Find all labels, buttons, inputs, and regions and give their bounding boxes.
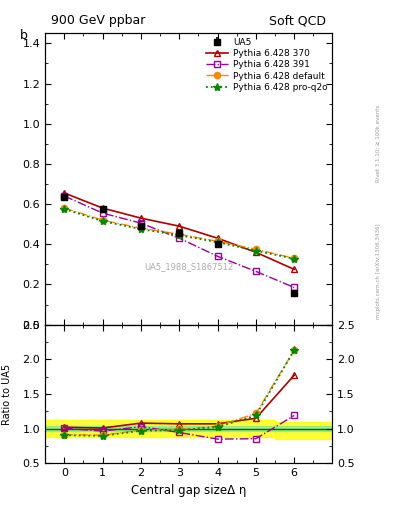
Pythia 6.428 pro-q2o — [253, 248, 258, 254]
Text: Rivet 3.1.10; ≥ 100k events: Rivet 3.1.10; ≥ 100k events — [376, 105, 380, 182]
Pythia 6.428 pro-q2o — [100, 218, 105, 224]
Pythia 6.428 default — [253, 246, 258, 252]
Pythia 6.428 391 — [292, 284, 297, 290]
Pythia 6.428 pro-q2o — [292, 255, 297, 262]
Pythia 6.428 default — [292, 255, 297, 262]
Text: 900 GeV ppbar: 900 GeV ppbar — [51, 14, 145, 28]
Line: Pythia 6.428 391: Pythia 6.428 391 — [61, 193, 297, 291]
X-axis label: Central gap sizeΔ η: Central gap sizeΔ η — [131, 484, 246, 497]
Pythia 6.428 391 — [215, 253, 220, 260]
Pythia 6.428 391 — [253, 268, 258, 274]
Pythia 6.428 pro-q2o — [139, 226, 143, 232]
Pythia 6.428 391 — [177, 235, 182, 241]
Pythia 6.428 370 — [62, 190, 67, 196]
Text: mcplots.cern.ch [arXiv:1306.3436]: mcplots.cern.ch [arXiv:1306.3436] — [376, 224, 380, 319]
Pythia 6.428 default — [139, 225, 143, 231]
Pythia 6.428 370 — [253, 249, 258, 255]
Pythia 6.428 370 — [177, 223, 182, 229]
Pythia 6.428 pro-q2o — [215, 239, 220, 245]
Pythia 6.428 370 — [292, 266, 297, 272]
Pythia 6.428 391 — [139, 220, 143, 226]
Pythia 6.428 391 — [62, 193, 67, 199]
Legend: UA5, Pythia 6.428 370, Pythia 6.428 391, Pythia 6.428 default, Pythia 6.428 pro-: UA5, Pythia 6.428 370, Pythia 6.428 391,… — [204, 36, 329, 94]
Pythia 6.428 pro-q2o — [177, 232, 182, 238]
Line: Pythia 6.428 pro-q2o: Pythia 6.428 pro-q2o — [60, 205, 298, 263]
Pythia 6.428 370 — [139, 215, 143, 221]
Pythia 6.428 391 — [100, 210, 105, 216]
Pythia 6.428 default — [100, 217, 105, 223]
Pythia 6.428 default — [177, 231, 182, 237]
Pythia 6.428 370 — [215, 235, 220, 241]
Y-axis label: b: b — [20, 29, 28, 42]
Pythia 6.428 default — [62, 205, 67, 211]
Text: Soft QCD: Soft QCD — [269, 14, 326, 28]
Pythia 6.428 370 — [100, 205, 105, 211]
Text: UA5_1988_S1867512: UA5_1988_S1867512 — [144, 262, 233, 271]
Pythia 6.428 default — [215, 238, 220, 244]
Y-axis label: Ratio to UA5: Ratio to UA5 — [2, 364, 12, 424]
Pythia 6.428 pro-q2o — [62, 206, 67, 212]
Line: Pythia 6.428 370: Pythia 6.428 370 — [61, 190, 297, 272]
Line: Pythia 6.428 default: Pythia 6.428 default — [61, 205, 297, 262]
